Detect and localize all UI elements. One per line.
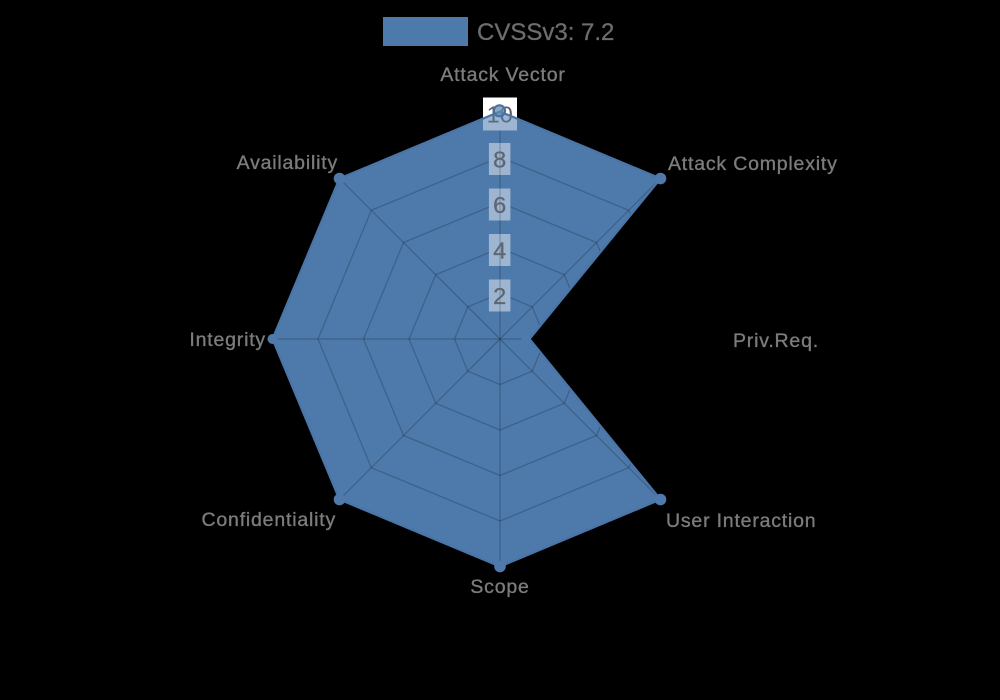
svg-text:Attack Complexity: Attack Complexity	[668, 153, 838, 175]
svg-text:Scope: Scope	[470, 576, 529, 598]
svg-text:8: 8	[493, 147, 506, 173]
svg-text:CVSSv3: 7.2: CVSSv3: 7.2	[477, 19, 614, 46]
svg-text:Integrity: Integrity	[189, 329, 266, 351]
svg-text:Confidentiality: Confidentiality	[202, 509, 336, 531]
svg-text:6: 6	[493, 192, 506, 218]
svg-text:4: 4	[493, 238, 506, 264]
svg-text:Priv.Req.: Priv.Req.	[733, 330, 819, 352]
svg-text:User Interaction: User Interaction	[666, 510, 816, 532]
svg-text:Availability: Availability	[237, 152, 338, 174]
svg-text:Attack Vector: Attack Vector	[440, 64, 565, 86]
svg-text:2: 2	[493, 283, 506, 309]
